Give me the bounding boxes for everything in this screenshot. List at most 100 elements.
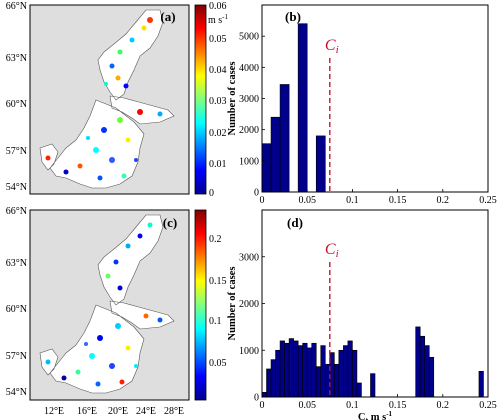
histogram-bar [279, 84, 290, 193]
x-tick-label: 0.05 [298, 400, 316, 411]
histogram-bar [315, 135, 326, 193]
histogram-bar [338, 349, 344, 398]
lat-tick: 57°N [6, 146, 27, 157]
histogram-bar [284, 342, 290, 398]
speed-dots-c [45, 222, 163, 387]
lat-ticks-a: 66°N 63°N 60°N 57°N 54°N [6, 1, 27, 193]
lat-tick: 66°N [6, 1, 27, 12]
y-axis-label: Number of cases [227, 62, 238, 136]
x-tick-label: 0.2 [437, 400, 450, 411]
histogram-bar [261, 392, 267, 398]
colorbar-tick: 0.04 [209, 65, 227, 76]
histogram-bar [311, 342, 317, 398]
baltic-sea-a [39, 9, 175, 189]
histogram-bar [370, 373, 376, 398]
histogram-bar [297, 23, 308, 193]
y-tick-label: 1000 [239, 156, 259, 167]
lat-tick: 57°N [6, 351, 27, 362]
x-tick-label: 0.05 [298, 195, 316, 206]
histogram-bar [275, 349, 281, 398]
panel-labels: (a) (b) (c) (d) [160, 9, 303, 230]
y-tick-label: 2000 [239, 299, 259, 310]
histogram-panel-b: 0 0.05 0.1 0.15 0.2 0.25 0 1000 2000 3000 4000 5000… [227, 4, 497, 206]
x-tick-label: 0.15 [389, 195, 407, 206]
lat-tick: 63°N [6, 53, 27, 64]
panel-label-b: (b) [285, 9, 301, 24]
histogram-bar [415, 326, 421, 398]
x-axis-label: C, m s-1 [358, 410, 393, 420]
y-tick-label: 4000 [239, 63, 259, 74]
lat-tick: 66°N [6, 206, 27, 217]
histogram-bar [315, 366, 322, 398]
colorbar-tick: 0.05 [209, 34, 227, 45]
colorbar-tick: 0.15 [209, 276, 227, 287]
histogram-bar [347, 340, 353, 398]
histogram-bar [297, 345, 303, 398]
histogram-bar [302, 342, 308, 398]
lat-tick: 54°N [6, 387, 27, 398]
histogram-bar [288, 338, 294, 398]
colorbar-c-gradient [194, 209, 207, 401]
colorbar-tick: 0.2 [209, 234, 222, 245]
y-tick-label: 0 [254, 188, 259, 199]
histogram-bar [293, 340, 299, 398]
y-tick-label: 3000 [239, 252, 259, 263]
lat-ticks-c: 66°N 63°N 60°N 57°N 54°N [6, 206, 27, 398]
sea-area-c [39, 214, 175, 394]
histogram-bar [356, 382, 362, 398]
ci-label: Ci [325, 37, 339, 56]
map-panel-a [29, 4, 190, 195]
panel-label-c: (c) [163, 215, 177, 230]
colorbar-tick: 0.05 [209, 358, 227, 369]
x-tick-label: 0 [260, 400, 265, 411]
ci-label: Ci [325, 241, 339, 260]
colorbar-tick: 0.03 [209, 96, 227, 107]
colorbar-tick: 0.01 [209, 159, 227, 170]
y-tick-label: 0 [254, 393, 259, 404]
colorbar-tick: 0 [209, 188, 214, 199]
lon-tick: 20°E [108, 406, 128, 417]
y-tick-label: 2000 [239, 125, 259, 136]
histogram-bar [270, 359, 276, 398]
x-tick-label: 0 [260, 195, 265, 206]
colorbar-a-gradient [194, 4, 207, 195]
y-tick-label: 3000 [239, 94, 259, 105]
lat-tick: 60°N [6, 99, 27, 110]
histogram-bar [478, 370, 484, 398]
x-tick-label: 0.1 [346, 400, 359, 411]
lon-tick: 16°E [77, 406, 97, 417]
lon-ticks: 12°E 16°E 20°E 24°E 28°E [44, 406, 184, 417]
colorbar-tick: 0.02 [209, 128, 227, 139]
lon-tick: 12°E [44, 406, 64, 417]
lat-tick: 60°N [6, 304, 27, 315]
baltic-sea-c [39, 214, 175, 394]
histogram-bar [279, 340, 285, 398]
histogram-bar [334, 363, 340, 398]
histogram-bar [270, 116, 281, 193]
y-axis-label: Number of cases [227, 267, 238, 341]
panel-label-d: (d) [287, 215, 303, 230]
panel-label-a: (a) [160, 9, 175, 24]
histogram-bar [352, 349, 358, 398]
lon-tick: 28°E [164, 406, 184, 417]
histogram-bar [343, 345, 349, 398]
x-tick-label: 0.25 [479, 195, 497, 206]
speed-dots-a [45, 17, 163, 181]
colorbar-a: 0.06 0.05 0.04 0.03 0.02 0.01 0 m s-1 [194, 1, 229, 199]
lon-tick: 24°E [136, 406, 156, 417]
x-tick-label: 0.15 [389, 400, 407, 411]
histogram-bar [424, 345, 430, 398]
colorbar-tick: 0.1 [209, 316, 222, 327]
histogram-bar [320, 345, 326, 398]
sea-area-a [39, 9, 175, 189]
histogram-bar [419, 335, 426, 398]
x-tick-label: 0.2 [437, 195, 450, 206]
histogram-bar [306, 347, 313, 398]
x-tick-label: 0.1 [346, 195, 359, 206]
colorbar-c: 0.2 0.15 0.1 0.05 [194, 209, 227, 401]
histogram-bar [266, 368, 272, 398]
lat-tick: 54°N [6, 182, 27, 193]
colorbar-tick: 0.06 [209, 1, 227, 12]
